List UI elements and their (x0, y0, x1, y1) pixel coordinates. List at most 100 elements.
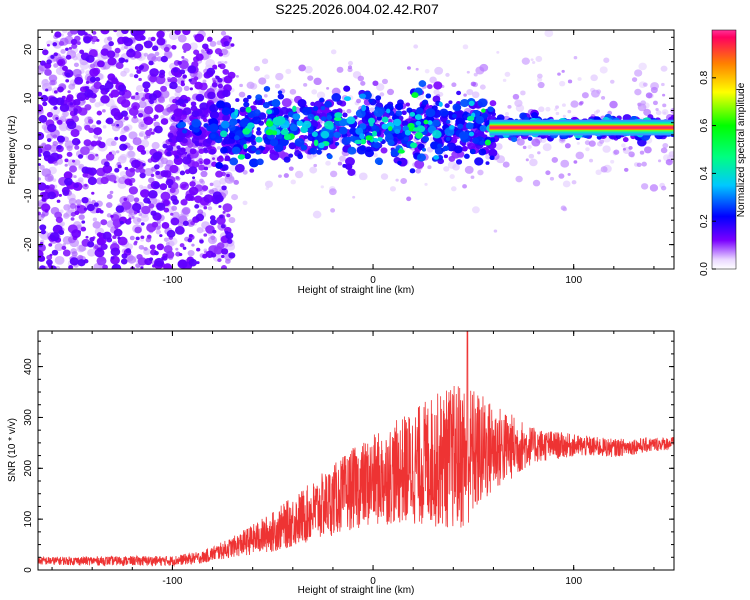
heatmap-cell (471, 206, 480, 214)
heatmap-cell (250, 134, 256, 140)
heatmap-cell (294, 170, 304, 179)
heatmap-cell (97, 136, 103, 141)
heatmap-cell (493, 229, 498, 233)
heatmap-cell (46, 259, 53, 266)
heatmap-cell (129, 73, 134, 78)
heatmap-cell (63, 204, 71, 211)
heatmap-cell (660, 147, 668, 154)
heatmap-cell (203, 147, 208, 152)
heatmap-cell (168, 184, 172, 189)
heatmap-cell (159, 234, 163, 238)
heatmap-cell (200, 170, 208, 178)
heatmap-cell (203, 206, 208, 210)
heatmap-cell (99, 84, 106, 91)
heatmap-cell (209, 104, 219, 113)
heatmap-cell (110, 256, 115, 260)
heatmap-cell (90, 140, 98, 147)
heatmap-cell (138, 65, 144, 71)
heatmap-cell (65, 54, 72, 60)
heatmap-cell (451, 82, 457, 88)
heatmap-cell (265, 129, 274, 136)
heatmap-cell (123, 116, 129, 121)
heatmap-cell (469, 148, 476, 155)
heatmap-cell (200, 49, 205, 53)
heatmap-cell (182, 156, 192, 165)
heatmap-cell (226, 238, 233, 244)
heatmap-cell (288, 153, 294, 158)
heatmap-cell (153, 164, 160, 170)
heatmap-cell (163, 237, 169, 242)
heatmap-cell (349, 127, 358, 135)
heatmap-cell (531, 112, 538, 119)
heatmap-cell (307, 75, 314, 81)
heatmap-cell (139, 168, 146, 174)
heatmap-cell (209, 40, 217, 47)
heatmap-cell (100, 176, 109, 185)
heatmap-cell (95, 77, 101, 82)
heatmap-cell (62, 65, 68, 72)
heatmap-cell (217, 83, 223, 89)
heatmap-cell (312, 210, 322, 219)
colorbar: 0.0 0.2 0.4 0.6 0.8 Normalized spectral ampl… (699, 29, 747, 276)
heatmap-cell (89, 76, 97, 83)
heatmap-cell (555, 105, 559, 109)
heatmap-cell (466, 115, 475, 122)
heatmap-cell (69, 257, 79, 266)
heatmap-cell (119, 134, 127, 142)
heatmap-cell (96, 256, 107, 266)
heatmap-cell (466, 89, 474, 96)
heatmap-cell (128, 186, 138, 195)
heatmap-cell (66, 120, 77, 130)
heatmap-cell (171, 44, 177, 50)
heatmap-cell (165, 242, 170, 246)
heatmap-cell (473, 72, 478, 77)
heatmap-cell (173, 108, 184, 117)
heatmap-cell (507, 105, 512, 109)
heatmap-cell (115, 205, 125, 213)
heatmap-cell (162, 143, 168, 149)
heatmap-cell (194, 81, 203, 90)
heatmap-cell (349, 135, 357, 142)
heatmap-cell (303, 135, 308, 140)
heatmap-cell (183, 85, 190, 92)
heatmap-cell (156, 243, 165, 251)
heatmap-cell (111, 77, 119, 85)
heatmap-cell (46, 123, 57, 133)
heatmap-cell (154, 250, 159, 256)
heatmap-cell (130, 159, 141, 169)
heatmap-cell (148, 203, 155, 209)
heatmap-cell (242, 170, 248, 175)
heatmap-cell (188, 166, 198, 175)
heatmap-cell (239, 83, 243, 88)
heatmap-cell (114, 120, 124, 129)
heatmap-cell (94, 102, 101, 108)
heatmap-cell (137, 257, 147, 266)
heatmap-cell (143, 52, 149, 57)
heatmap-cell (191, 161, 200, 168)
heatmap-cell (407, 122, 415, 129)
heatmap-cell (223, 40, 230, 47)
heatmap-cell (159, 69, 166, 76)
heatmap-cell (309, 147, 318, 155)
heatmap-cell (634, 69, 643, 77)
heatmap-cell (209, 123, 219, 132)
heatmap-cell (133, 115, 137, 119)
heatmap-cell (488, 148, 498, 157)
heatmap-cell (40, 60, 46, 66)
heatmap-cell (76, 205, 80, 209)
heatmap-cell (38, 163, 41, 166)
heatmap-cell (156, 220, 161, 224)
heatmap-cell (465, 122, 474, 130)
heatmap-cell (158, 96, 166, 104)
heatmap-cell (183, 50, 187, 53)
heatmap-cell (199, 102, 209, 111)
heatmap-cell (216, 216, 226, 225)
heatmap-cell (463, 111, 468, 116)
heatmap-cell (67, 90, 71, 94)
heatmap-cell (288, 166, 294, 171)
heatmap-cell (475, 116, 485, 124)
heatmap-cell (160, 118, 169, 125)
heatmap-cell (100, 243, 108, 250)
heatmap-cell (359, 133, 365, 140)
heatmap-cell (93, 127, 103, 136)
